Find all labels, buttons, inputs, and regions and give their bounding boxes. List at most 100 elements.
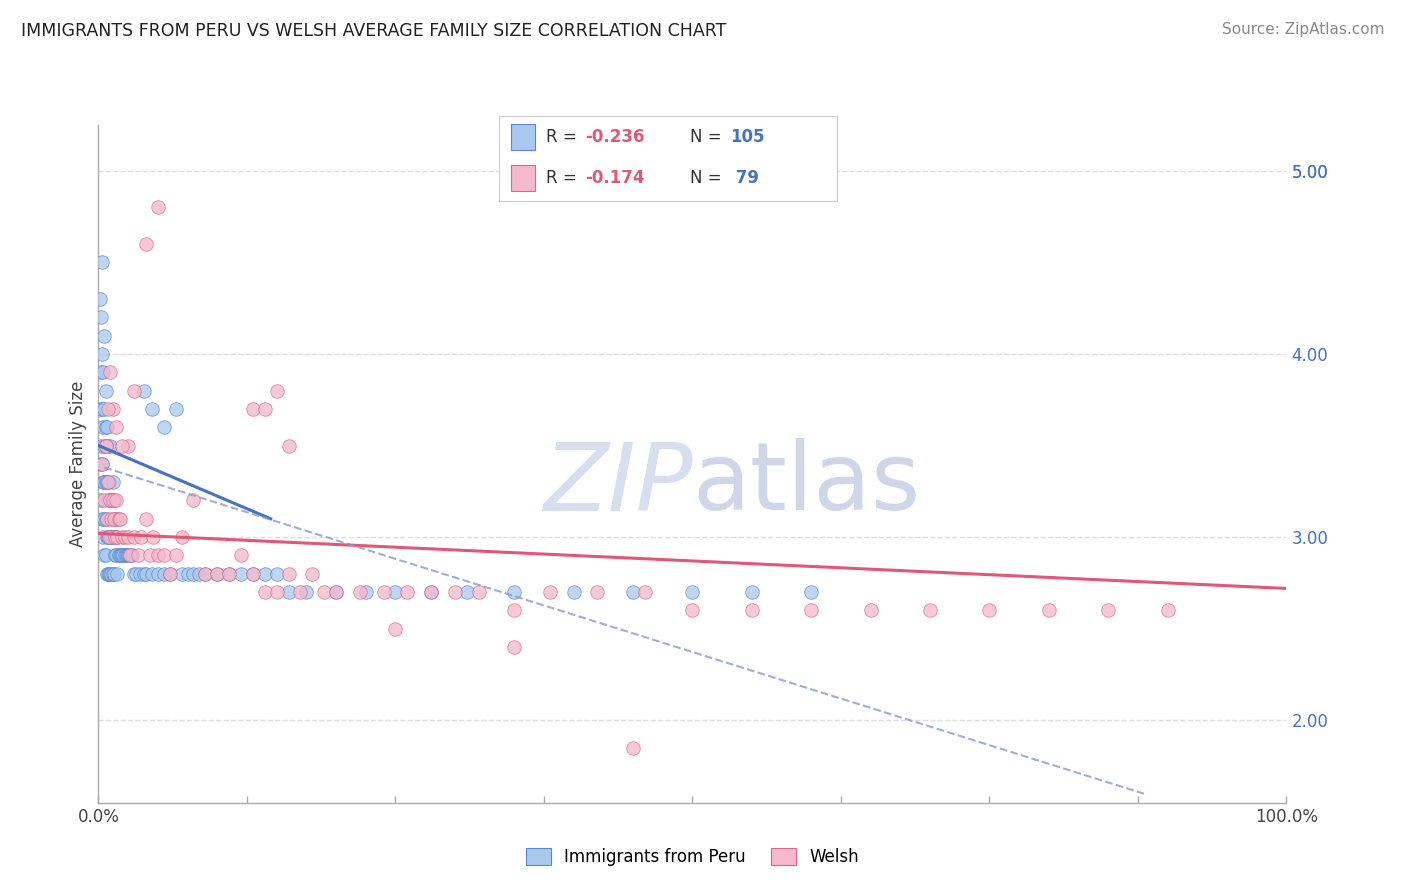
Point [114,530,136,544]
Point [325,585,347,599]
Point [107,566,129,581]
Point [98,493,121,508]
Point [115,549,138,563]
Point [194,566,217,581]
Point [98,566,121,581]
Point [467,585,489,599]
Point [503,640,526,654]
Point [859,603,882,617]
Point [979,603,1001,617]
Point [135,237,157,252]
Point [89,401,111,416]
Point [538,585,561,599]
Point [229,566,252,581]
Point [503,603,526,617]
Point [101,401,124,416]
Point [188,566,211,581]
Point [146,566,169,581]
Point [98,475,121,490]
Point [103,566,125,581]
Point [165,401,187,416]
Point [132,566,155,581]
Point [132,384,155,398]
Point [290,585,312,599]
Point [135,512,157,526]
Point [108,549,131,563]
Point [121,549,143,563]
Point [104,530,127,544]
Point [562,585,585,599]
Point [93,512,115,526]
Point [396,585,419,599]
Point [91,457,114,471]
Point [682,585,704,599]
Point [218,566,240,581]
Point [141,566,163,581]
Point [101,566,124,581]
Point [295,585,318,599]
Text: R =: R = [547,169,582,186]
Point [218,566,240,581]
Point [122,384,145,398]
Point [122,530,145,544]
Point [444,585,467,599]
Point [253,401,276,416]
Point [354,585,377,599]
Point [105,549,128,563]
Point [97,475,120,490]
Point [277,585,299,599]
Point [104,512,127,526]
Point [107,512,129,526]
Text: -0.174: -0.174 [585,169,645,186]
Point [100,512,122,526]
Point [97,566,120,581]
Point [107,549,129,563]
Point [152,566,174,581]
Point [634,585,657,599]
Point [96,530,118,544]
Point [741,603,763,617]
Point [266,384,288,398]
Point [93,475,115,490]
Point [170,530,193,544]
Text: N =: N = [690,169,727,186]
Point [90,438,112,452]
Point [621,585,644,599]
Text: 105: 105 [730,128,765,146]
Point [89,457,111,471]
Point [91,457,114,471]
Point [314,585,336,599]
Point [1038,603,1060,617]
Text: 79: 79 [730,169,759,186]
Point [108,512,131,526]
Point [90,493,112,508]
Text: R =: R = [547,128,582,146]
Point [91,365,114,379]
Point [104,549,127,563]
Point [89,292,111,306]
Point [90,310,112,325]
Point [176,566,198,581]
Point [266,585,288,599]
Point [91,401,114,416]
Point [138,549,160,563]
Point [183,493,205,508]
Point [90,365,112,379]
Point [266,566,288,581]
Point [152,420,174,434]
Point [105,512,128,526]
Point [100,566,122,581]
Point [373,585,395,599]
Point [111,549,134,563]
Point [100,493,122,508]
Point [120,549,142,563]
Point [125,566,148,581]
Point [159,566,181,581]
Point [97,401,120,416]
Point [91,530,114,544]
Point [135,566,157,581]
Point [142,530,165,544]
Point [301,566,323,581]
Point [325,585,347,599]
Point [93,493,115,508]
